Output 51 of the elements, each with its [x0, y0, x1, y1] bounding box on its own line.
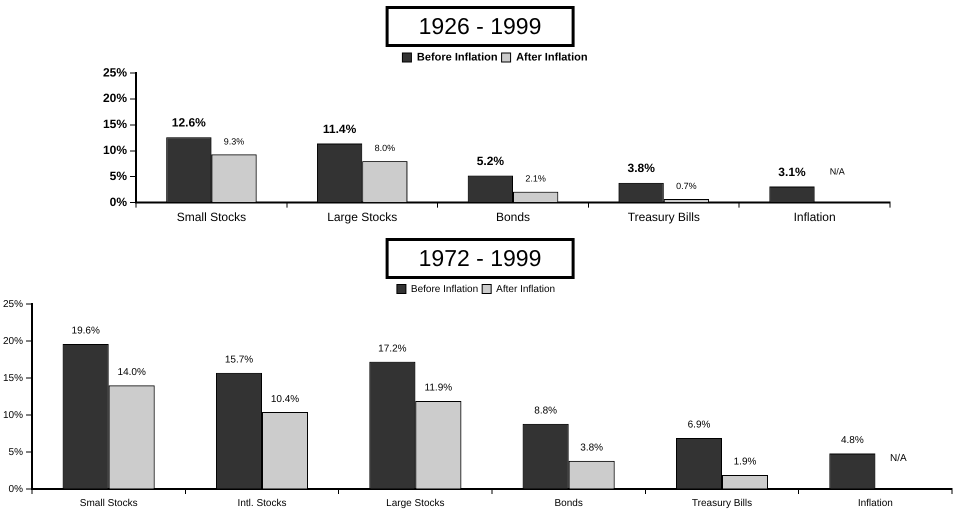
- x-tick-label: Small Stocks: [176, 210, 246, 224]
- legend-label: Before Inflation: [410, 284, 478, 295]
- x-tick-label: Large Stocks: [327, 210, 398, 224]
- data-label: 3.8%: [580, 442, 604, 454]
- data-label: 12.6%: [172, 116, 206, 130]
- data-label: 11.4%: [322, 122, 357, 136]
- data-label: 19.6%: [72, 326, 100, 337]
- y-tick-label: 5%: [8, 446, 24, 458]
- chart-title: 1926 - 1999: [386, 6, 574, 47]
- data-label: 6.9%: [688, 420, 711, 431]
- legend-label: After Inflation: [516, 52, 588, 64]
- y-tick-label: 15%: [102, 117, 128, 132]
- data-label: 14.0%: [118, 367, 146, 378]
- data-label: 8.8%: [534, 406, 558, 417]
- data-label: 2.1%: [525, 174, 546, 184]
- x-tick-label: Treasury Bills: [628, 210, 700, 224]
- data-label: 5.2%: [476, 154, 504, 168]
- data-label: 0.7%: [676, 180, 697, 191]
- data-label: 17.2%: [378, 343, 407, 354]
- data-label: 4.8%: [840, 435, 864, 446]
- data-label: 3.8%: [628, 161, 656, 176]
- y-tick-label: 15%: [3, 372, 24, 384]
- legend-label: After Inflation: [496, 284, 556, 295]
- x-tick-label: Bonds: [496, 210, 530, 224]
- x-tick-label: Inflation: [858, 498, 893, 509]
- data-label: 8.0%: [374, 143, 396, 154]
- y-tick-label: 5%: [110, 168, 128, 183]
- data-label: 11.9%: [424, 382, 452, 394]
- chart-title: 1972 - 1999: [386, 238, 574, 279]
- data-label: 1.9%: [734, 456, 757, 468]
- y-tick-label: 0%: [110, 194, 128, 209]
- x-tick-label: Bonds: [554, 498, 583, 509]
- y-tick-label: 10%: [3, 410, 24, 421]
- x-tick-label: Treasury Bills: [692, 498, 752, 509]
- data-label: 10.4%: [270, 394, 300, 405]
- y-tick-label: 25%: [102, 65, 128, 80]
- x-tick-label: Large Stocks: [386, 498, 445, 509]
- y-tick-label: 20%: [3, 336, 24, 347]
- y-tick-label: 0%: [8, 484, 24, 495]
- text: N/A: [830, 166, 845, 177]
- text: N/A: [890, 452, 907, 464]
- legend-label: Before Inflation: [416, 52, 498, 64]
- data-label: 3.1%: [778, 164, 806, 179]
- x-tick-label: Small Stocks: [80, 498, 138, 509]
- y-tick-label: 10%: [102, 143, 128, 158]
- x-tick-label: Intl. Stocks: [238, 498, 286, 509]
- y-tick-label: 20%: [102, 91, 128, 106]
- x-tick-label: Inflation: [794, 210, 836, 224]
- data-label: 15.7%: [224, 354, 254, 366]
- y-tick-label: 25%: [3, 298, 24, 310]
- data-label: 9.3%: [224, 136, 244, 146]
